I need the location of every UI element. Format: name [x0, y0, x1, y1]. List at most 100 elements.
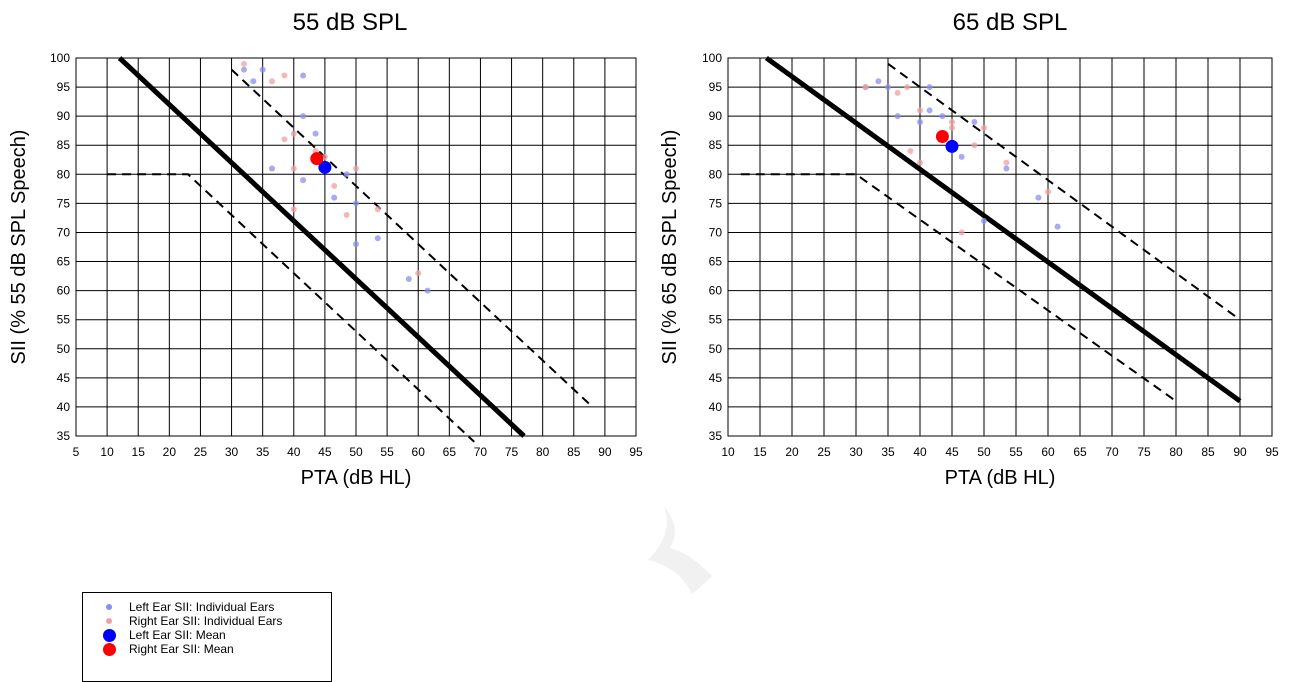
- data-point: [374, 206, 381, 213]
- confidence-bound-line: [230, 68, 594, 408]
- x-tick-label: 95: [1265, 445, 1279, 459]
- data-point: [1035, 194, 1042, 201]
- x-tick-label: 45: [945, 445, 959, 459]
- data-point: [250, 78, 257, 85]
- x-tick-label: 90: [1233, 445, 1247, 459]
- x-tick-label: 55: [1009, 445, 1023, 459]
- y-tick-label: 100: [50, 51, 70, 65]
- x-tick-label: 10: [721, 445, 735, 459]
- data-point: [949, 118, 955, 125]
- regression-line: [764, 55, 1242, 404]
- y-tick-label: 55: [57, 313, 71, 327]
- x-tick-label: 70: [474, 445, 488, 459]
- plot-frame: [727, 57, 1273, 437]
- y-tick-label: 35: [709, 429, 723, 443]
- data-point: [904, 84, 911, 91]
- data-point: [290, 130, 297, 137]
- data-point: [862, 84, 869, 91]
- data-point: [917, 118, 923, 125]
- data-point: [981, 217, 987, 224]
- legend-item-right-individual: Right Ear SII: Individual Ears: [103, 614, 331, 628]
- left-chart: 5 10 15 20 25 30 35 40 45 50 55 60 65 70 75 80 85 90 95 35 4…: [8, 9, 643, 489]
- y-tick-label: 95: [57, 80, 71, 94]
- legend-item-right-mean: Right Ear SII: Mean: [103, 642, 331, 656]
- data-point: [331, 194, 338, 201]
- y-axis-title: SII (% 65 dB SPL Speech): [659, 130, 681, 365]
- y-tick-label: 75: [57, 196, 71, 210]
- data-point: [949, 124, 955, 131]
- data-point: [894, 89, 901, 96]
- x-tick-label: 40: [287, 445, 301, 459]
- x-tick-label: 90: [598, 445, 612, 459]
- chart-title: 55 dB SPL: [293, 9, 408, 36]
- data-point: [241, 60, 247, 67]
- chart-title: 65 dB SPL: [953, 9, 1068, 36]
- data-point: [321, 153, 328, 160]
- data-point: [971, 142, 978, 149]
- y-tick-label: 90: [57, 109, 71, 123]
- legend-item-left-mean: Left Ear SII: Mean: [103, 628, 331, 642]
- data-point: [424, 287, 431, 294]
- legend: Left Ear SII: Individual Ears Right Ear …: [82, 592, 332, 682]
- data-point: [269, 78, 275, 85]
- y-tick-label: 40: [709, 400, 723, 414]
- data-point: [331, 182, 338, 189]
- data-point: [907, 148, 914, 155]
- data-point: [241, 66, 247, 73]
- x-tick-label: 65: [1073, 445, 1087, 459]
- data-point: [300, 113, 307, 120]
- data-point: [1045, 188, 1051, 195]
- y-tick-label: 85: [709, 138, 723, 152]
- y-tick-label: 50: [709, 342, 723, 356]
- y-tick-label: 85: [57, 138, 71, 152]
- x-tick-label: 35: [256, 445, 270, 459]
- confidence-bound-line: [740, 173, 1177, 402]
- x-tick-label: 20: [163, 445, 177, 459]
- data-point: [259, 66, 266, 73]
- y-tick-label: 80: [57, 167, 71, 181]
- y-tick-label: 80: [709, 167, 723, 181]
- legend-label: Left Ear SII: Mean: [129, 628, 226, 642]
- x-tick-label: 85: [567, 445, 581, 459]
- data-point: [290, 165, 297, 172]
- data-point: [939, 113, 946, 120]
- legend-marker: [106, 618, 112, 624]
- data-point: [971, 118, 978, 125]
- data-point: [343, 212, 350, 219]
- data-point: [300, 177, 307, 184]
- data-point: [405, 275, 412, 282]
- y-tick-label: 40: [57, 400, 71, 414]
- x-tick-label: 55: [380, 445, 394, 459]
- x-tick-label: 5: [73, 445, 80, 459]
- data-point: [885, 84, 891, 91]
- data-point: [281, 72, 288, 79]
- data-point: [281, 136, 288, 143]
- data-point: [926, 107, 933, 114]
- x-tick-label: 20: [785, 445, 799, 459]
- x-tick-label: 25: [817, 445, 831, 459]
- x-tick-label: 65: [443, 445, 457, 459]
- data-point: [343, 171, 350, 178]
- x-axis-title: PTA (dB HL): [945, 467, 1056, 489]
- x-tick-label: 25: [194, 445, 208, 459]
- x-tick-label: 70: [1105, 445, 1119, 459]
- data-point: [415, 270, 422, 277]
- x-axis-title: PTA (dB HL): [301, 467, 412, 489]
- y-tick-label: 50: [57, 342, 71, 356]
- data-point: [374, 235, 381, 242]
- y-tick-label: 45: [57, 371, 71, 385]
- confidence-bound-line: [887, 63, 1241, 321]
- data-point: [300, 72, 307, 79]
- x-tick-label: 95: [629, 445, 643, 459]
- x-tick-label: 75: [505, 445, 519, 459]
- data-point: [958, 229, 965, 236]
- x-tick-label: 75: [1137, 445, 1151, 459]
- data-point: [958, 153, 965, 160]
- x-tick-label: 80: [536, 445, 550, 459]
- x-tick-label: 50: [349, 445, 363, 459]
- x-tick-label: 10: [100, 445, 114, 459]
- data-point: [926, 84, 933, 91]
- x-tick-label: 35: [881, 445, 895, 459]
- data-point: [917, 107, 923, 114]
